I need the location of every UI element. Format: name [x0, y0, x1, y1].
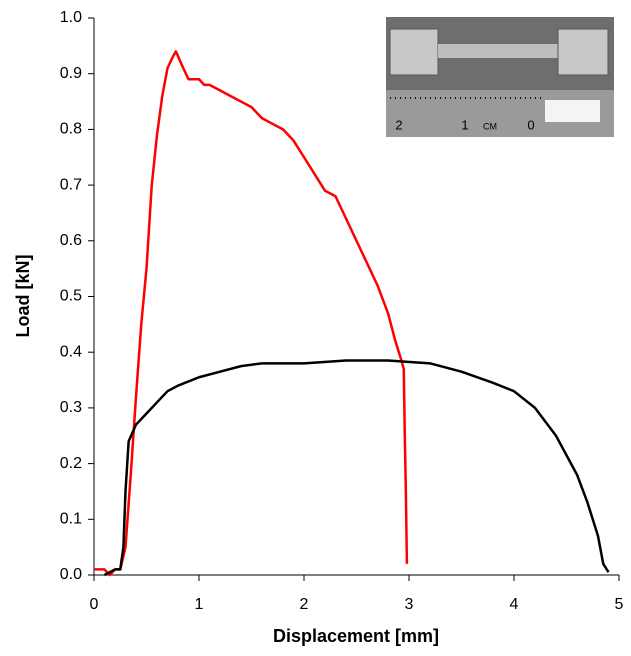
y-tick-label: 0.1 [60, 511, 82, 528]
inset-label: 0 [527, 117, 534, 132]
y-tick-label: 0.3 [60, 399, 82, 416]
x-tick-label: 2 [300, 596, 309, 613]
inset-label: CM [483, 121, 497, 131]
data-line [103, 359, 610, 577]
x-axis-label: Displacement [mm] [273, 626, 439, 646]
y-tick-label: 0.6 [60, 232, 82, 249]
x-tick-label: 3 [405, 596, 414, 613]
y-tick-label: 0.7 [60, 176, 82, 193]
y-axis-label: Load [kN] [13, 255, 33, 338]
y-tick-label: 0.0 [60, 566, 82, 583]
y-tick-label: 0.2 [60, 455, 82, 472]
x-tick-label: 5 [615, 596, 624, 613]
x-tick-label: 1 [195, 596, 204, 613]
y-tick-label: 0.4 [60, 343, 82, 360]
y-tick-label: 1.0 [60, 9, 82, 26]
x-tick-label: 4 [510, 596, 519, 613]
inset-label: 2 [395, 117, 402, 132]
x-tick-label: 0 [90, 596, 99, 613]
data-line [94, 50, 409, 577]
y-tick-label: 0.8 [60, 121, 82, 138]
inset-photo [386, 17, 614, 137]
y-tick-label: 0.5 [60, 288, 82, 305]
y-tick-label: 0.9 [60, 65, 82, 82]
inset-label: 1 [461, 117, 468, 132]
